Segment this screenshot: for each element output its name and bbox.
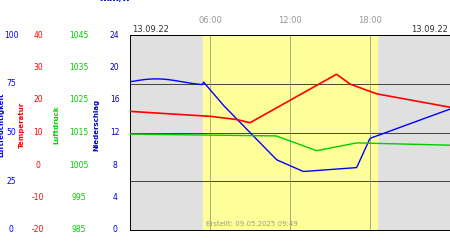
Text: 0: 0	[9, 226, 14, 234]
Text: 4: 4	[112, 193, 117, 202]
Text: 20: 20	[110, 63, 120, 72]
Text: 1035: 1035	[69, 63, 89, 72]
Text: 1005: 1005	[69, 160, 89, 170]
Text: 20: 20	[33, 96, 43, 104]
Text: 1045: 1045	[69, 30, 89, 40]
Text: 16: 16	[110, 96, 120, 104]
Text: 12: 12	[110, 128, 120, 137]
Text: %: %	[6, 0, 16, 2]
Text: 12:00: 12:00	[278, 16, 302, 25]
Text: Luftfeuchtigkeit: Luftfeuchtigkeit	[0, 93, 4, 157]
Text: 13.09.22: 13.09.22	[411, 25, 448, 34]
Text: mm/h: mm/h	[99, 0, 130, 2]
Text: 75: 75	[6, 79, 16, 88]
Text: 18:00: 18:00	[358, 16, 382, 25]
Text: 06:00: 06:00	[198, 16, 222, 25]
Text: 985: 985	[72, 226, 86, 234]
Text: hPa: hPa	[68, 0, 89, 2]
Text: Temperatur: Temperatur	[18, 102, 25, 148]
Text: 100: 100	[4, 30, 18, 40]
Text: 8: 8	[112, 160, 117, 170]
Bar	[203, 35, 290, 230]
Text: 30: 30	[33, 63, 43, 72]
Text: 25: 25	[6, 177, 16, 186]
Text: 24: 24	[110, 30, 120, 40]
Text: 0: 0	[36, 160, 40, 170]
Text: -10: -10	[32, 193, 45, 202]
Text: °C: °C	[32, 0, 44, 2]
Text: 0: 0	[112, 226, 117, 234]
Text: 995: 995	[72, 193, 86, 202]
Text: 1015: 1015	[69, 128, 88, 137]
Text: 1025: 1025	[69, 96, 88, 104]
Text: Luftdruck: Luftdruck	[53, 106, 59, 144]
Text: 13.09.22: 13.09.22	[132, 25, 169, 34]
Text: 50: 50	[6, 128, 16, 137]
Text: 40: 40	[33, 30, 43, 40]
Text: -20: -20	[32, 226, 45, 234]
Text: Niederschlag: Niederschlag	[94, 99, 100, 151]
Bar	[290, 35, 377, 230]
Text: Erstellt: 09.05.2025 09:49: Erstellt: 09.05.2025 09:49	[206, 222, 297, 228]
Text: 10: 10	[33, 128, 43, 137]
